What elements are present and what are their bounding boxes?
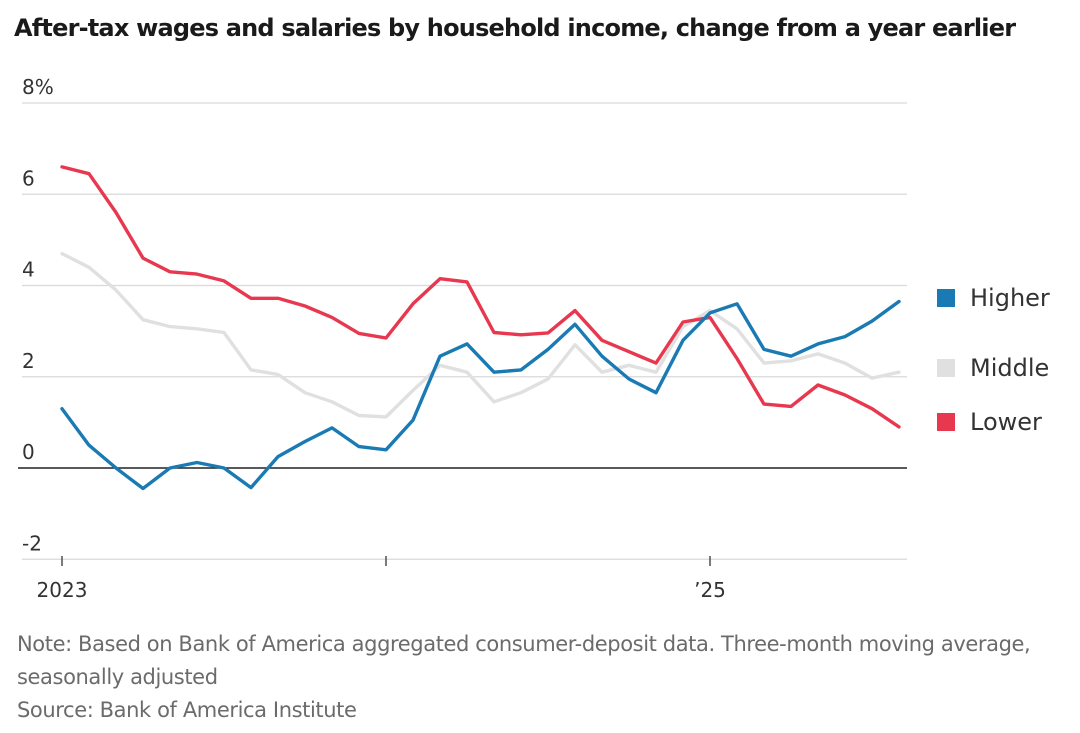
x-axis-ticks: 2023 ’25 <box>37 556 726 602</box>
chart-title: After-tax wages and salaries by househol… <box>14 14 1016 42</box>
series-line-middle <box>60 251 901 419</box>
series-line-lower <box>60 165 901 429</box>
legend-label-higher: Higher <box>970 284 1050 312</box>
y-tick-label: 6 <box>22 166 35 190</box>
y-tick-label: 8% <box>22 75 54 99</box>
gridlines <box>18 102 907 560</box>
legend-label-lower: Lower <box>970 408 1042 436</box>
legend: Higher Middle Lower <box>937 284 1050 436</box>
x-tick-label: ’25 <box>694 578 726 602</box>
chart-notes: Note: Based on Bank of America aggregate… <box>17 628 1057 727</box>
y-tick-label: 0 <box>22 440 35 464</box>
legend-swatch-middle <box>937 359 955 377</box>
y-tick-label: -2 <box>22 531 42 555</box>
line-chart: 8% 6 4 2 0 -2 2023 ’25 Higher Middle Lower <box>18 75 1050 602</box>
series-lines <box>60 165 901 491</box>
y-tick-label: 2 <box>22 349 35 373</box>
legend-swatch-lower <box>937 413 955 431</box>
x-tick-label: 2023 <box>37 578 88 602</box>
series-line-higher <box>60 299 901 491</box>
y-axis-tick-labels: 8% 6 4 2 0 -2 <box>22 75 54 555</box>
legend-swatch-higher <box>937 289 955 307</box>
source-text: Source: Bank of America Institute <box>17 698 357 722</box>
y-tick-label: 4 <box>22 258 35 282</box>
legend-label-middle: Middle <box>970 354 1049 382</box>
note-text: Note: Based on Bank of America aggregate… <box>17 632 1031 689</box>
